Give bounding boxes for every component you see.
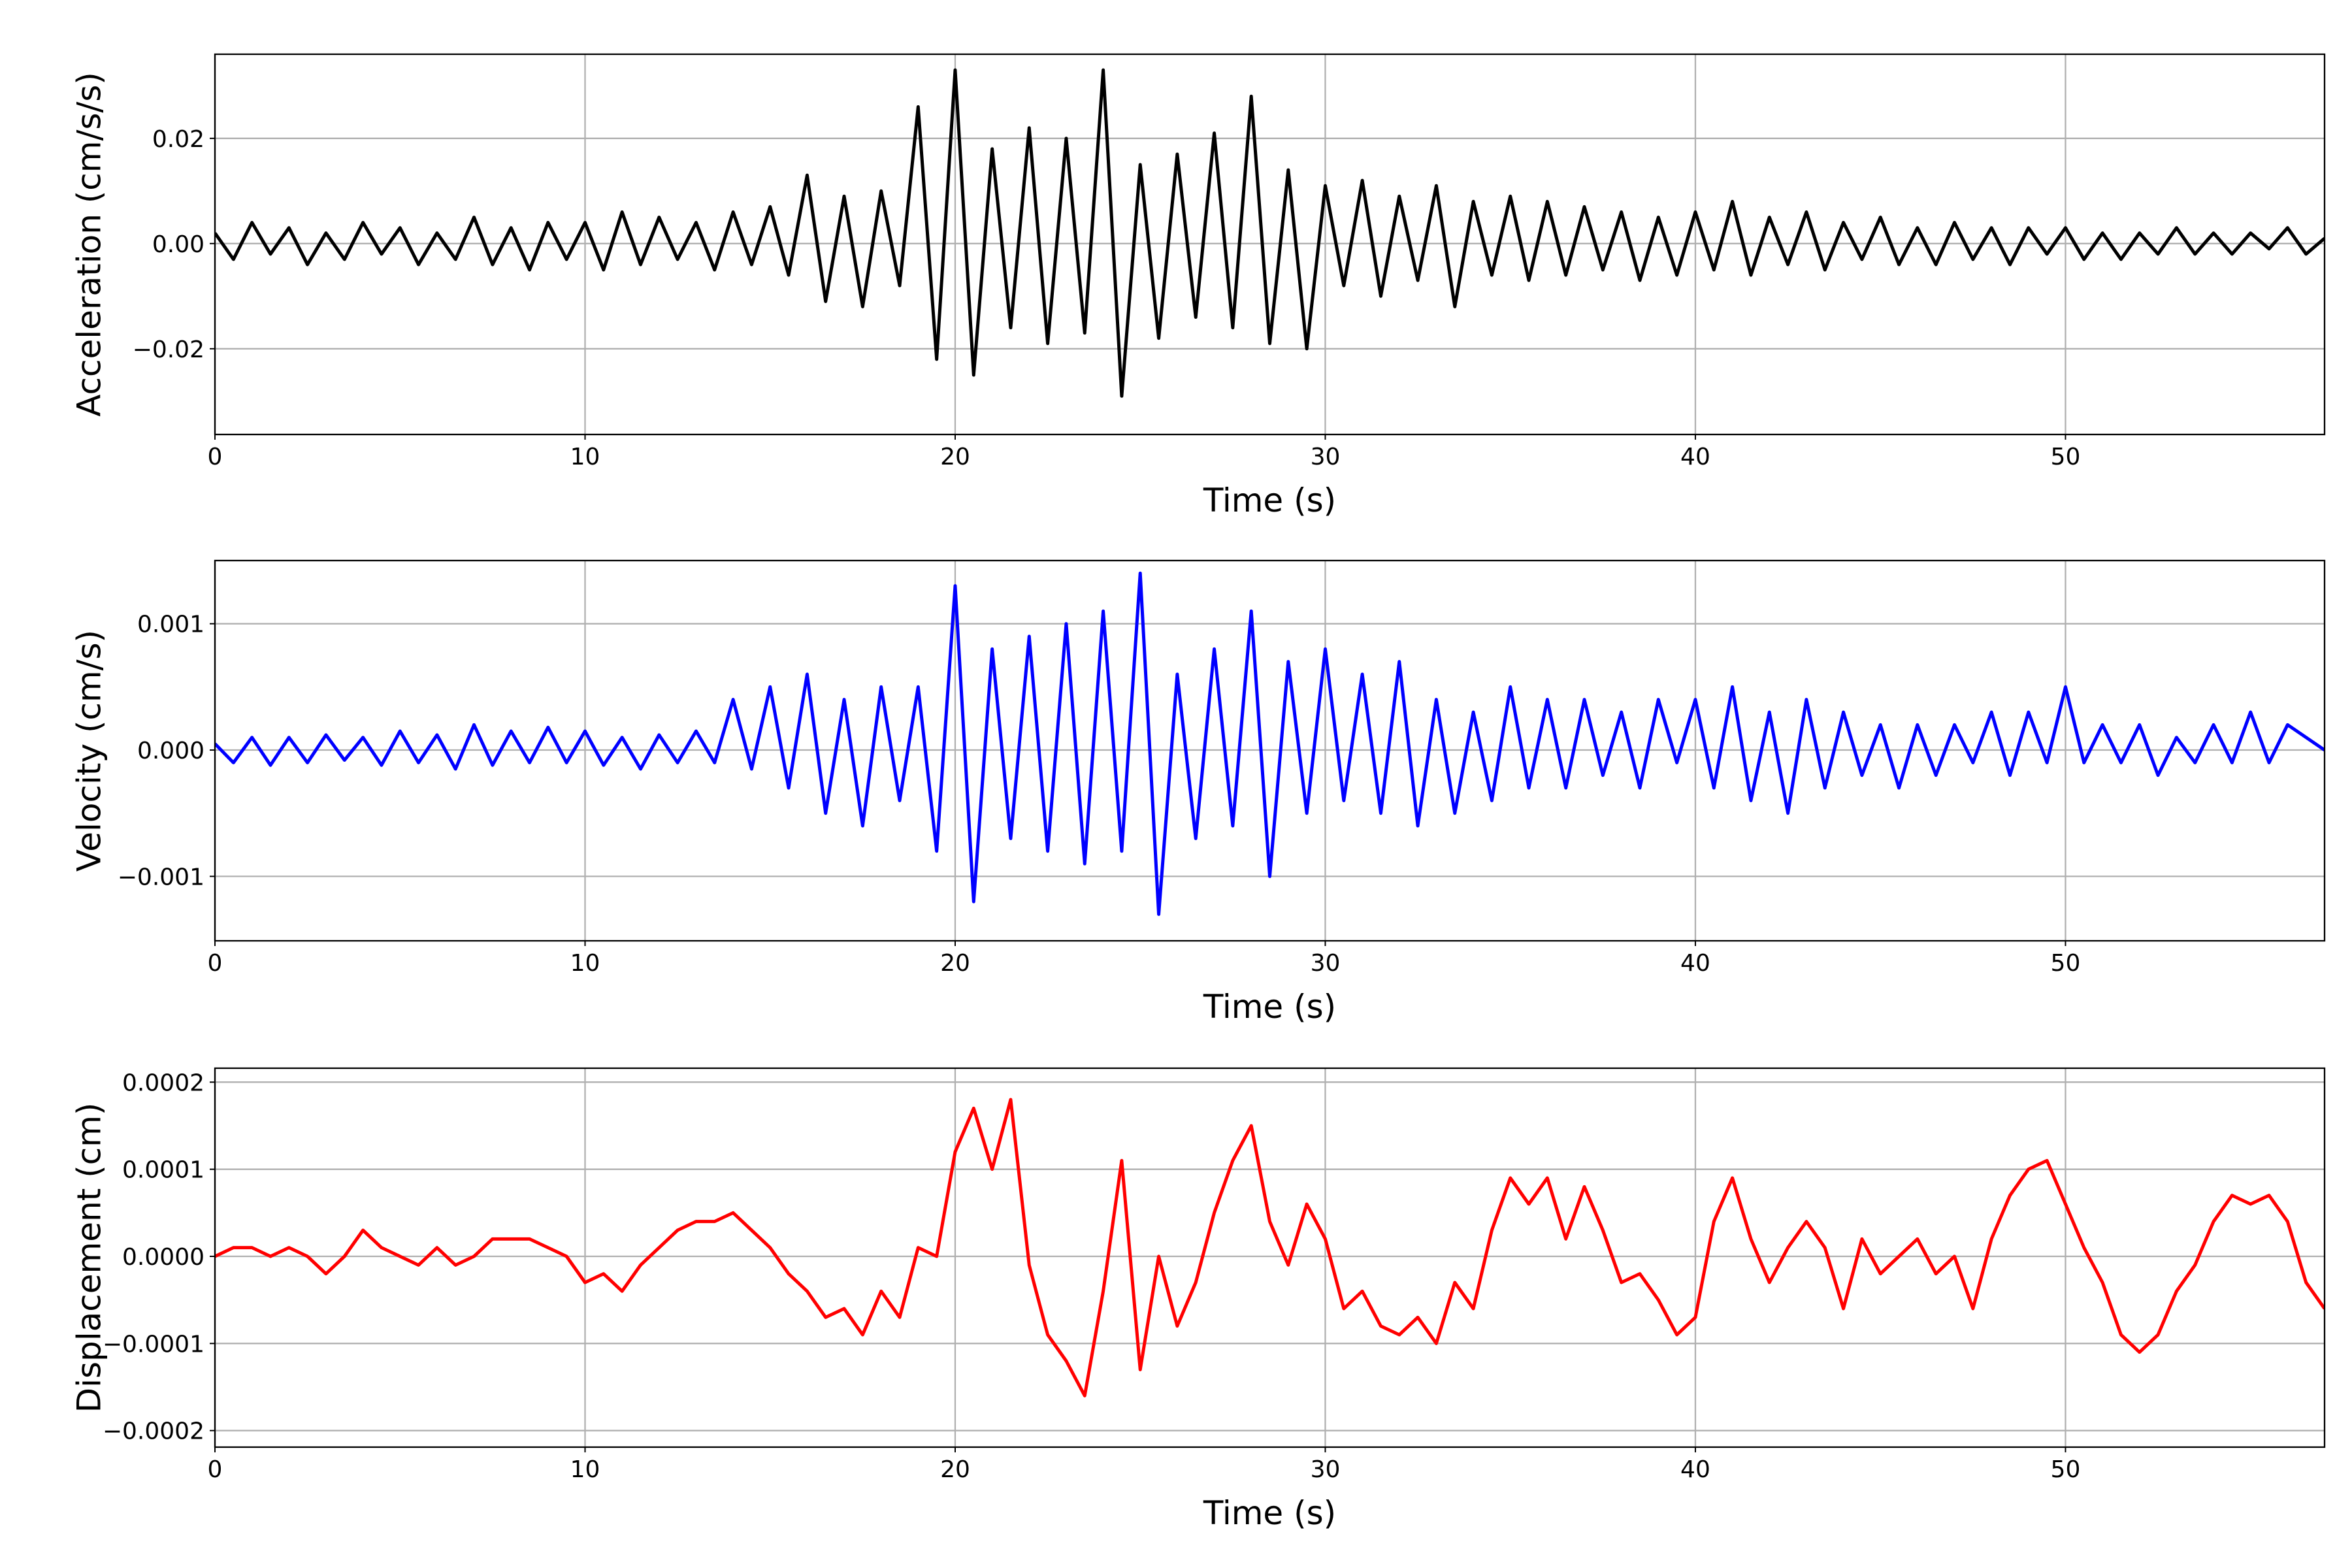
y-tick-label: 0.00 xyxy=(152,231,204,258)
x-tick-label: 50 xyxy=(2051,950,2081,977)
y-tick-label: −0.02 xyxy=(133,336,204,363)
axes-frame xyxy=(214,1067,2326,1448)
x-tick-label: 0 xyxy=(208,950,223,977)
x-tick-label: 20 xyxy=(940,950,970,977)
y-tick-label: −0.001 xyxy=(118,864,204,890)
subplot: 0 10 20 30 40 50 −0.001 0.000 0.001 Time (s) Veloc… xyxy=(71,559,2326,1026)
x-axis-label: Time (s) xyxy=(1203,1494,1336,1532)
subplot: 0 10 20 30 40 50 −0.0002 −0.0001 0.0000 0.0001 0.0… xyxy=(71,1067,2326,1532)
x-tick-label: 40 xyxy=(1680,1456,1710,1483)
x-tick-label: 50 xyxy=(2051,444,2081,470)
y-tick-label: −0.0001 xyxy=(103,1331,204,1358)
x-axis-label: Time (s) xyxy=(1203,482,1336,519)
x-tick-label: 10 xyxy=(570,1456,600,1483)
x-tick-label: 20 xyxy=(940,1456,970,1483)
x-tick-label: 10 xyxy=(570,444,600,470)
x-tick-label: 30 xyxy=(1311,1456,1341,1483)
data-line xyxy=(215,571,2325,916)
y-tick-label: 0.001 xyxy=(137,612,204,638)
y-axis-label: Velocity (cm/s) xyxy=(71,630,108,872)
y-tick-label: 0.02 xyxy=(152,126,204,153)
data-line xyxy=(215,1098,2325,1397)
y-tick-label: 0.000 xyxy=(137,738,204,764)
x-tick-label: 50 xyxy=(2051,1456,2081,1483)
data-line xyxy=(215,68,2325,398)
y-axis-label: Displacement (cm) xyxy=(71,1103,108,1413)
x-axis-label: Time (s) xyxy=(1203,988,1336,1026)
y-axis-label: Acceleration (cm/s/s) xyxy=(71,72,108,417)
x-tick-label: 30 xyxy=(1311,444,1341,470)
x-tick-label: 20 xyxy=(940,444,970,470)
y-tick-label: −0.0002 xyxy=(103,1418,204,1445)
axes-frame xyxy=(214,559,2326,942)
subplot: 0 10 20 30 40 50 −0.02 0.00 0.02 Time (s) Accelera… xyxy=(71,53,2326,519)
axes-frame xyxy=(214,53,2326,436)
y-tick-label: 0.0001 xyxy=(122,1157,204,1184)
y-tick-label: 0.0000 xyxy=(122,1244,204,1271)
x-tick-label: 0 xyxy=(208,1456,223,1483)
x-tick-label: 10 xyxy=(570,950,600,977)
x-tick-label: 0 xyxy=(208,444,223,470)
x-tick-label: 40 xyxy=(1680,444,1710,470)
y-tick-label: 0.0002 xyxy=(122,1070,204,1096)
x-tick-label: 30 xyxy=(1311,950,1341,977)
x-tick-label: 40 xyxy=(1680,950,1710,977)
